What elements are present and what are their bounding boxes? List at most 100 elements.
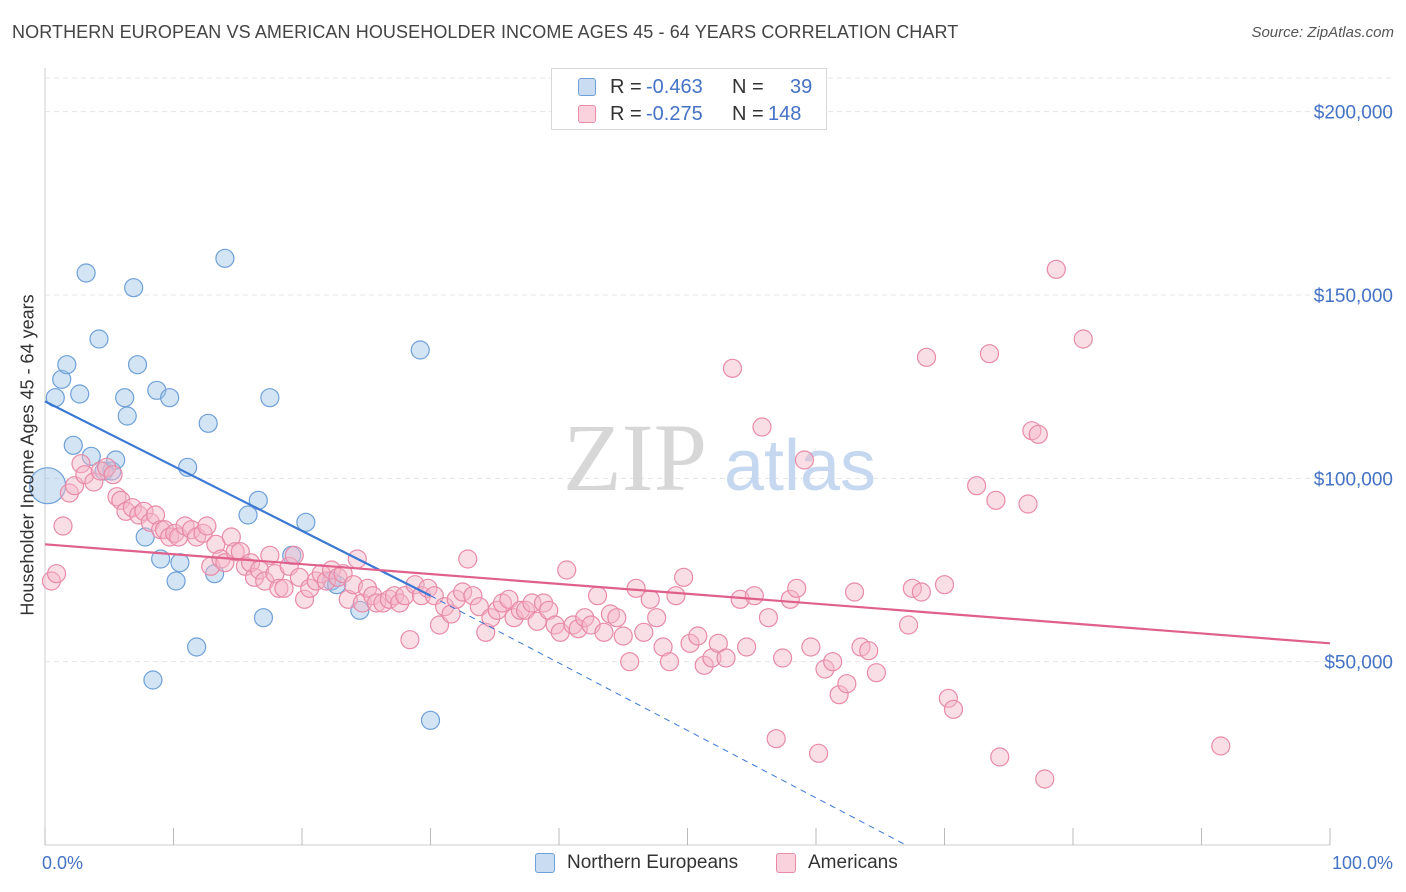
data-point bbox=[837, 674, 857, 694]
data-point bbox=[829, 685, 849, 705]
data-point bbox=[504, 608, 524, 628]
data-point bbox=[1211, 736, 1231, 756]
data-point bbox=[979, 344, 1000, 364]
data-point bbox=[63, 435, 83, 455]
data-point bbox=[463, 586, 483, 606]
data-point bbox=[221, 527, 241, 547]
data-point bbox=[215, 248, 235, 268]
data-point bbox=[198, 413, 218, 433]
data-point bbox=[752, 417, 772, 437]
data-point bbox=[801, 637, 821, 657]
bottom-legend-label: Americans bbox=[808, 852, 898, 873]
data-point bbox=[453, 582, 473, 602]
data-point bbox=[46, 564, 67, 584]
data-point bbox=[808, 743, 829, 763]
data-point bbox=[103, 465, 123, 485]
data-point bbox=[694, 655, 714, 675]
legend-n-value: 148 bbox=[768, 103, 802, 125]
data-point bbox=[321, 571, 342, 591]
data-point bbox=[260, 388, 280, 408]
data-point bbox=[316, 571, 337, 591]
legend-n-label: N = bbox=[732, 76, 764, 98]
data-point bbox=[967, 476, 987, 496]
data-point bbox=[766, 729, 786, 749]
data-point bbox=[435, 597, 455, 617]
data-point bbox=[197, 516, 217, 536]
data-point bbox=[338, 589, 358, 609]
data-point bbox=[859, 641, 879, 661]
data-point bbox=[166, 571, 186, 591]
data-point bbox=[515, 600, 536, 620]
data-point bbox=[527, 611, 547, 631]
data-point bbox=[124, 278, 144, 298]
data-point bbox=[522, 593, 542, 613]
legend-r-label: R = bbox=[610, 76, 642, 98]
data-point bbox=[300, 578, 320, 598]
bottom-legend-label: Northern Europeans bbox=[567, 852, 739, 873]
series-americans bbox=[41, 259, 1231, 789]
data-point bbox=[127, 355, 148, 375]
legend-swatch-blue bbox=[578, 78, 596, 96]
legend-n-value: 39 bbox=[790, 76, 813, 98]
data-point bbox=[1035, 769, 1055, 789]
data-point bbox=[986, 490, 1006, 510]
data-point bbox=[89, 329, 109, 349]
data-point bbox=[274, 578, 294, 598]
watermark-zip: ZIP bbox=[563, 404, 707, 511]
data-point bbox=[52, 369, 72, 389]
data-point bbox=[187, 637, 207, 657]
data-point bbox=[594, 622, 614, 642]
legend-n-label: N = bbox=[732, 103, 764, 125]
data-point bbox=[269, 578, 289, 598]
data-point bbox=[135, 527, 155, 547]
data-point bbox=[343, 575, 363, 595]
data-point bbox=[476, 622, 496, 642]
data-point bbox=[350, 600, 370, 620]
data-point bbox=[844, 582, 865, 602]
x-tick-label-start: 0.0% bbox=[42, 853, 83, 873]
data-point bbox=[410, 340, 430, 360]
legend-swatch-pink bbox=[578, 105, 596, 123]
data-point bbox=[117, 406, 137, 426]
data-point bbox=[934, 575, 955, 595]
data-point bbox=[1022, 421, 1042, 441]
trend-line-extension bbox=[430, 595, 907, 846]
data-point bbox=[76, 263, 96, 283]
data-point bbox=[225, 542, 245, 562]
data-point bbox=[122, 498, 142, 518]
data-point bbox=[1046, 259, 1066, 279]
data-point bbox=[1028, 424, 1048, 444]
data-point bbox=[737, 637, 757, 657]
data-point bbox=[115, 388, 135, 408]
data-point bbox=[815, 659, 835, 679]
data-point bbox=[607, 608, 627, 628]
data-point bbox=[990, 747, 1010, 767]
data-point bbox=[328, 567, 348, 587]
data-point bbox=[659, 652, 680, 672]
legend-r-value: -0.275 bbox=[646, 103, 703, 125]
data-point bbox=[492, 593, 513, 613]
data-point bbox=[107, 487, 127, 507]
legend-r-label: R = bbox=[610, 103, 642, 125]
data-point bbox=[744, 586, 764, 606]
data-point bbox=[57, 355, 77, 375]
y-tick-label: $50,000 bbox=[1324, 653, 1393, 674]
data-point bbox=[634, 622, 654, 642]
data-point bbox=[916, 347, 937, 367]
data-point bbox=[568, 619, 588, 639]
data-point bbox=[206, 534, 226, 554]
data-point bbox=[429, 615, 450, 635]
data-point bbox=[175, 516, 195, 536]
watermark-atlas: atlas bbox=[724, 426, 876, 506]
trend-line bbox=[44, 543, 1331, 645]
data-point bbox=[557, 560, 577, 580]
bottom-legend-swatch-blue bbox=[535, 853, 555, 873]
trend-line bbox=[44, 400, 431, 597]
data-point bbox=[823, 652, 843, 672]
data-point bbox=[1018, 494, 1038, 514]
data-point bbox=[143, 670, 163, 690]
data-point bbox=[911, 582, 931, 602]
data-point bbox=[296, 512, 316, 532]
data-point bbox=[90, 461, 110, 481]
